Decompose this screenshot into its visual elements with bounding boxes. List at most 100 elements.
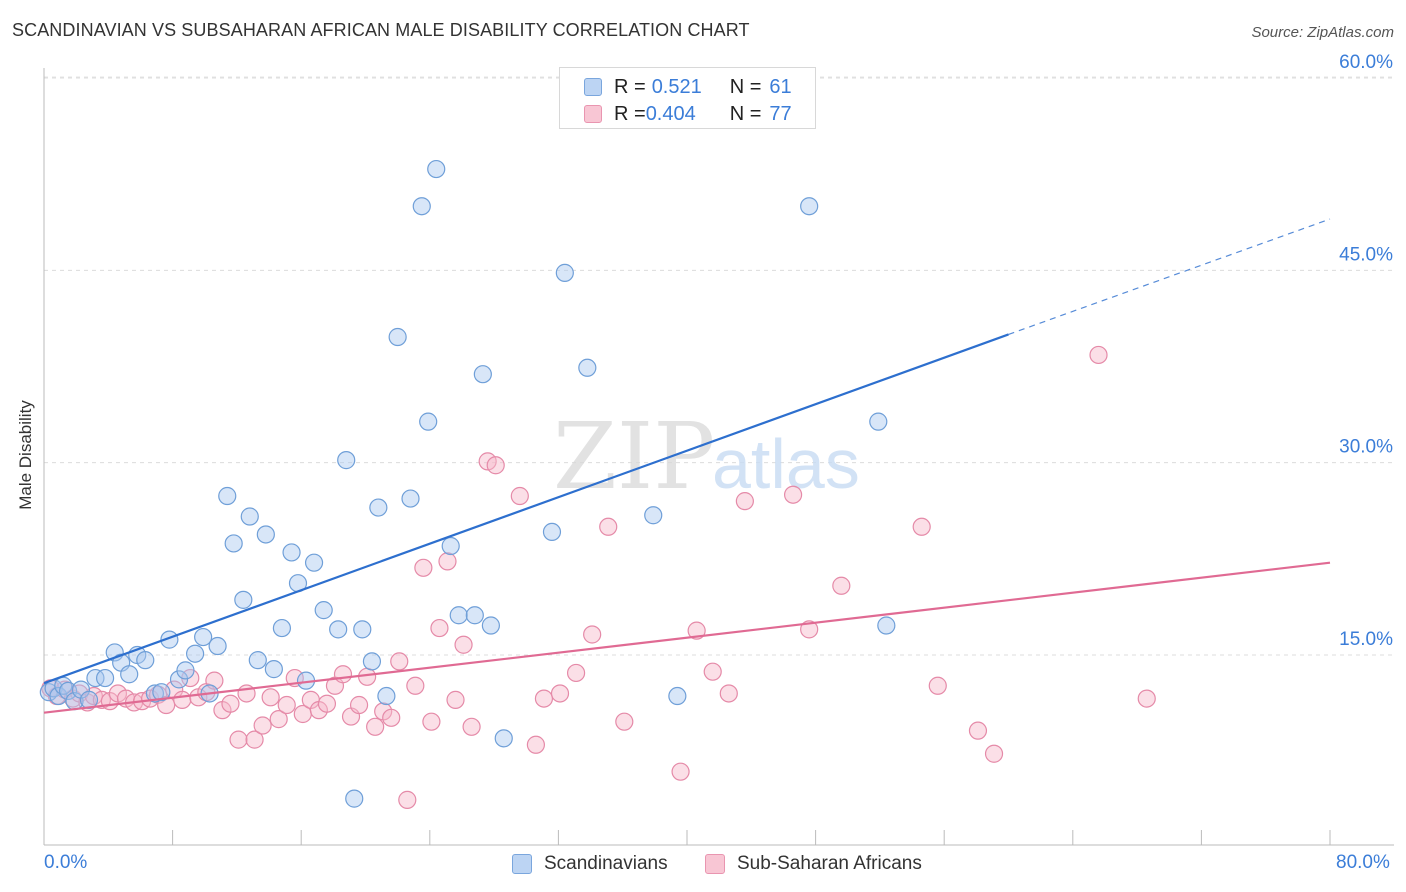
data-point (314, 601, 333, 620)
data-point (644, 506, 663, 525)
data-point (86, 668, 105, 688)
data-point (401, 489, 420, 508)
data-point (419, 412, 438, 431)
correlation-legend: R = 0.521 N = 61 R = 0.404 N = 77 (559, 67, 816, 129)
data-point (599, 517, 618, 536)
legend-row-scandinavians: R = 0.521 N = 61 (584, 74, 792, 100)
axes (43, 68, 1394, 846)
data-point (578, 358, 597, 377)
data-point (173, 690, 192, 709)
data-point (465, 606, 484, 625)
data-point (526, 735, 545, 754)
data-point (221, 694, 240, 713)
n-value: 61 (769, 75, 792, 98)
data-point (542, 522, 562, 542)
blue-swatch-icon (512, 854, 532, 874)
data-point (388, 327, 407, 347)
data-point (282, 543, 301, 562)
source-label: Source: ZipAtlas.com (1251, 24, 1394, 41)
data-point (427, 159, 446, 179)
data-point (224, 534, 243, 553)
data-point (269, 710, 288, 729)
data-point (362, 652, 382, 671)
data-point (369, 498, 388, 517)
data-point (462, 717, 481, 736)
data-point (304, 553, 324, 572)
data-point (735, 492, 754, 511)
legend-item-scandinavians: Scandinavians (512, 851, 668, 877)
data-point (253, 716, 272, 735)
data-point (59, 681, 78, 701)
data-point (272, 618, 292, 638)
data-point (366, 717, 385, 736)
n-value: 77 (769, 102, 792, 125)
data-point (615, 712, 634, 731)
data-point (446, 690, 465, 709)
data-point (240, 507, 259, 526)
data-point (248, 651, 267, 670)
data-point (349, 695, 369, 715)
data-point (534, 689, 554, 708)
data-point (583, 625, 602, 644)
n-label: N = (729, 102, 762, 125)
trend-line (43, 333, 1009, 685)
series-scandinavians (39, 159, 896, 808)
data-point (968, 721, 988, 740)
data-point (510, 486, 529, 506)
data-point (454, 635, 473, 654)
data-point (136, 651, 155, 670)
data-point (229, 730, 248, 749)
y-tick-label: 45.0% (1339, 244, 1393, 265)
data-point (152, 683, 171, 702)
data-point (719, 684, 738, 703)
data-point (422, 712, 441, 731)
data-point (441, 536, 460, 556)
data-point (377, 686, 396, 706)
trend-line (43, 561, 1331, 714)
data-point (353, 620, 372, 639)
data-point (49, 686, 68, 706)
r-value: 0.521 (651, 75, 702, 98)
data-point (687, 621, 706, 640)
data-point (912, 517, 931, 536)
y-tick-labels: 15.0% 30.0% 45.0% 60.0% (1339, 52, 1393, 650)
data-point (494, 729, 513, 748)
data-point (928, 676, 947, 695)
data-point (245, 730, 264, 749)
data-point (194, 627, 213, 647)
data-point (481, 616, 500, 635)
data-point (218, 486, 237, 506)
data-point (264, 660, 283, 679)
legend-label: Sub-Saharan Africans (737, 853, 922, 874)
data-point (169, 670, 189, 689)
data-point (412, 197, 431, 216)
data-point (176, 661, 195, 680)
data-point (261, 688, 280, 707)
trend-lines (43, 218, 1331, 714)
data-point (1137, 689, 1156, 708)
data-point (345, 789, 364, 808)
n-label: N = (729, 75, 762, 98)
r-label: R = (614, 102, 646, 125)
data-point (438, 552, 457, 571)
data-point (486, 456, 505, 475)
r-value: 0.404 (645, 102, 696, 125)
data-point (398, 790, 417, 809)
data-point (329, 620, 348, 639)
chart-title: SCANDINAVIAN VS SUBSAHARAN AFRICAN MALE … (12, 20, 750, 40)
data-point (668, 686, 687, 706)
data-point (566, 663, 586, 683)
data-point (869, 412, 888, 431)
data-point (800, 620, 819, 639)
data-point (783, 485, 803, 504)
data-point (832, 576, 851, 595)
data-point (95, 668, 115, 688)
y-axis-label: Male Disability (16, 400, 35, 510)
data-point (671, 762, 690, 781)
data-point (1089, 345, 1108, 365)
data-point (414, 558, 433, 577)
y-tick-label: 60.0% (1339, 52, 1393, 73)
data-point (703, 662, 722, 681)
data-point (550, 684, 570, 703)
